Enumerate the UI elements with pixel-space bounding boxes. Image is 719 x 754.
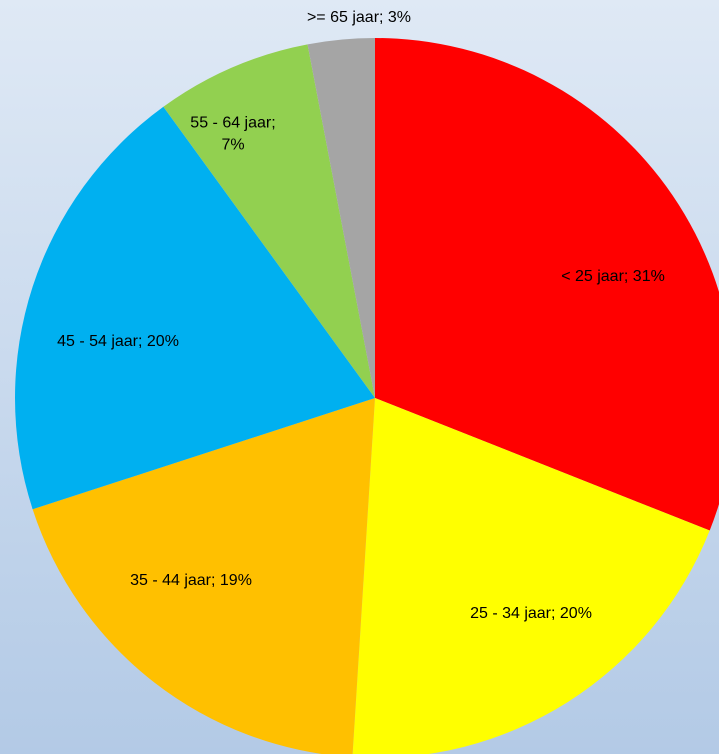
- data-label: < 25 jaar; 31%: [561, 267, 665, 285]
- pie-slice: [375, 38, 719, 531]
- pie-slice: [14, 106, 375, 510]
- data-label: 55 - 64 jaar; 7%: [190, 114, 276, 154]
- pie-slice: [163, 44, 375, 399]
- data-label: 25 - 34 jaar; 20%: [470, 604, 592, 622]
- data-label: 45 - 54 jaar; 20%: [57, 332, 179, 350]
- pie-slice: [307, 38, 375, 398]
- data-label: >= 65 jaar; 3%: [306, 8, 412, 26]
- data-label: 35 - 44 jaar; 19%: [130, 571, 252, 589]
- pie-slice: [352, 398, 710, 754]
- pie-slice: [32, 398, 375, 754]
